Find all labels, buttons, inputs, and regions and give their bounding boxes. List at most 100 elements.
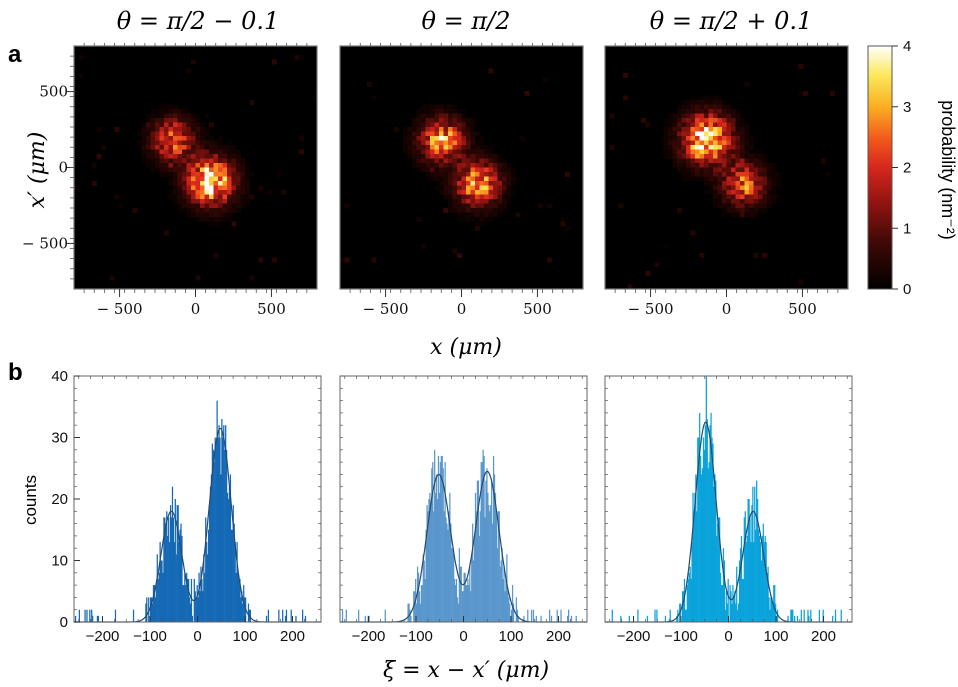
heatmap-cell xyxy=(312,95,318,101)
heatmap-cell xyxy=(245,163,250,168)
heatmap-cell xyxy=(177,136,183,141)
heatmap-cell xyxy=(502,181,507,186)
heatmap-cell xyxy=(191,136,196,141)
heatmap-cell xyxy=(753,181,759,186)
heatmap-cell xyxy=(222,212,228,218)
heatmap-cell xyxy=(717,145,723,150)
heatmap-cell xyxy=(735,172,741,177)
heatmap-cell xyxy=(502,194,507,200)
heatmap-cell xyxy=(735,176,741,182)
heatmap-cell xyxy=(249,194,255,200)
heatmap-cell xyxy=(200,172,205,177)
histogram-bar xyxy=(803,609,805,622)
heatmap-cell xyxy=(731,190,736,195)
heatmap-cell xyxy=(434,140,440,146)
heatmap-cell xyxy=(497,158,503,164)
heatmap-cell xyxy=(681,158,687,164)
heatmap-cell xyxy=(204,140,210,146)
heatmap-cell xyxy=(92,163,97,168)
heatmap-cell xyxy=(484,203,489,209)
heatmap-cell xyxy=(439,181,444,186)
heatmap-cell xyxy=(416,113,422,119)
histogram-bar xyxy=(154,597,156,622)
histogram-bar xyxy=(832,615,834,622)
heatmap-cell xyxy=(430,167,435,173)
heatmap-cell xyxy=(744,140,750,146)
heatmap-cell xyxy=(749,149,754,155)
heatmap-cell xyxy=(735,127,741,132)
histogram-bar xyxy=(807,609,809,622)
histogram-bar xyxy=(695,474,697,622)
heatmap-cell xyxy=(488,167,494,173)
histogram-bar xyxy=(364,615,366,622)
heatmap-cell xyxy=(222,163,228,168)
heatmap-cell xyxy=(668,122,673,128)
heatmap-cell xyxy=(511,181,516,186)
heatmap-cell xyxy=(240,176,246,182)
heatmap-cell xyxy=(434,158,440,164)
heatmap-cell xyxy=(484,149,489,155)
heatmap-cell xyxy=(159,154,165,159)
heatmap-cell xyxy=(421,244,426,249)
heatmap-cell xyxy=(762,203,768,209)
heatmap-cell xyxy=(168,158,174,164)
heatmap-cell xyxy=(466,181,471,186)
heatmap-cell xyxy=(677,136,682,141)
histogram-bar xyxy=(208,505,211,622)
heatmap-cell xyxy=(218,158,223,164)
heatmap-cell xyxy=(744,131,750,137)
histogram-bar xyxy=(174,499,176,622)
histogram-bar xyxy=(97,615,99,622)
heatmap-cell xyxy=(731,140,736,146)
heatmap-cell xyxy=(470,149,476,155)
heatmap-cell xyxy=(204,217,210,222)
heatmap-cell xyxy=(690,131,696,137)
histogram-bar xyxy=(176,505,178,622)
histogram-bar xyxy=(432,462,434,622)
heatmap-cell xyxy=(470,127,476,132)
heatmap-cell xyxy=(182,109,187,114)
heatmap-cell xyxy=(704,163,709,168)
histogram-bar xyxy=(461,591,463,622)
heatmap-cell xyxy=(195,199,201,204)
heatmap-cell xyxy=(452,158,458,164)
heatmap-cell xyxy=(722,172,727,177)
histogram-bar xyxy=(384,609,386,622)
histogram-bar xyxy=(162,572,164,622)
heatmap-cell xyxy=(470,163,476,168)
heatmap-cell xyxy=(744,172,750,177)
heatmap-cell xyxy=(479,194,485,200)
histogram-bar xyxy=(409,609,411,622)
heatmap-cell xyxy=(218,194,223,200)
heatmap-cell xyxy=(168,145,174,150)
heatmap-cell xyxy=(686,176,691,182)
heatmap-cell xyxy=(502,158,507,164)
heatmap-cell xyxy=(457,203,462,209)
heatmap-cell xyxy=(735,118,741,123)
histogram-bar xyxy=(237,572,239,622)
heatmap-cell xyxy=(452,127,458,132)
histogram-bar xyxy=(722,548,725,622)
heatmap-cell xyxy=(749,136,754,141)
heatmap-cell xyxy=(470,212,476,218)
heatmap-cell xyxy=(218,190,223,195)
heatmap-cell xyxy=(213,199,219,204)
histogram-bar xyxy=(78,609,80,622)
heatmap-cell xyxy=(493,212,498,218)
heatmap-cell xyxy=(430,118,435,123)
heatmap-cell xyxy=(690,158,696,164)
heatmap-cell xyxy=(744,127,750,132)
histogram-bar xyxy=(482,449,484,622)
heatmap-cell xyxy=(704,131,709,137)
heatmap-cell xyxy=(699,122,705,128)
heatmap-cell xyxy=(744,203,750,209)
heatmap-cell xyxy=(704,167,709,173)
heatmap-cell xyxy=(186,190,192,195)
heatmap-cell xyxy=(209,163,214,168)
heatmap-cell xyxy=(146,131,151,137)
heatmap-cell xyxy=(708,163,714,168)
heatmap-cell xyxy=(475,190,480,195)
heatmap-cell xyxy=(173,118,178,123)
x-tick-label: − 500 xyxy=(628,300,674,318)
